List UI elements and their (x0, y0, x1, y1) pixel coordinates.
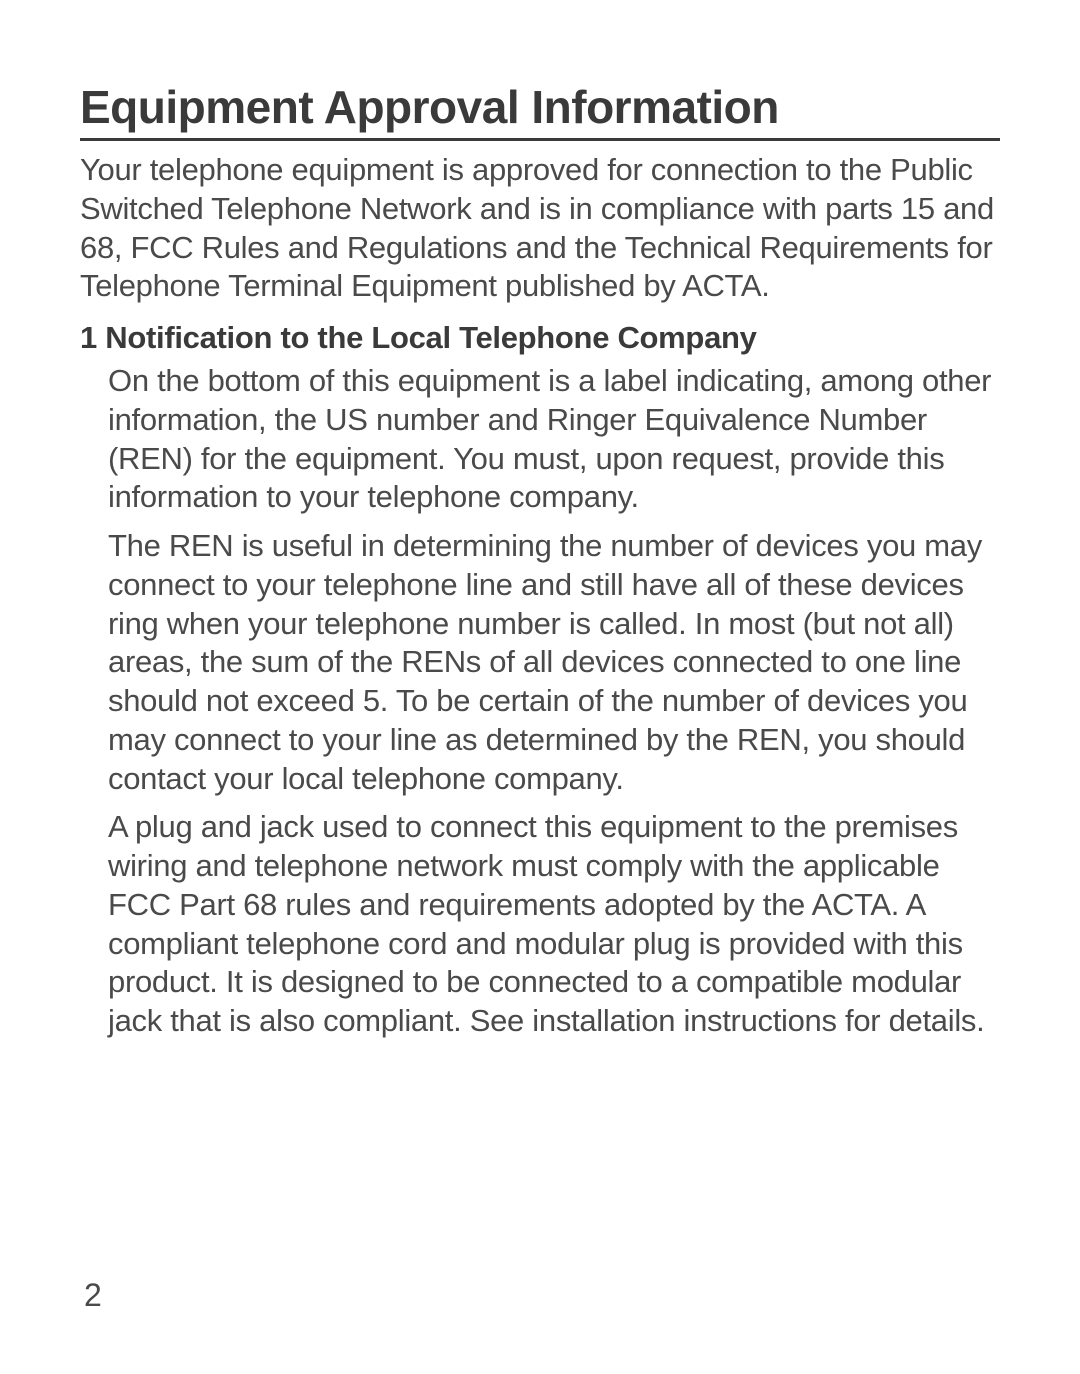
page-title: Equipment Approval Information (80, 80, 1000, 141)
intro-paragraph: Your telephone equipment is approved for… (80, 151, 1000, 306)
section-1-para-2: The REN is useful in determining the num… (108, 527, 1000, 798)
page-number: 2 (84, 1277, 102, 1314)
section-1-heading: 1 Notification to the Local Telephone Co… (80, 320, 1000, 356)
section-1-para-1: On the bottom of this equipment is a lab… (108, 362, 1000, 517)
section-1-para-3: A plug and jack used to connect this equ… (108, 808, 1000, 1041)
